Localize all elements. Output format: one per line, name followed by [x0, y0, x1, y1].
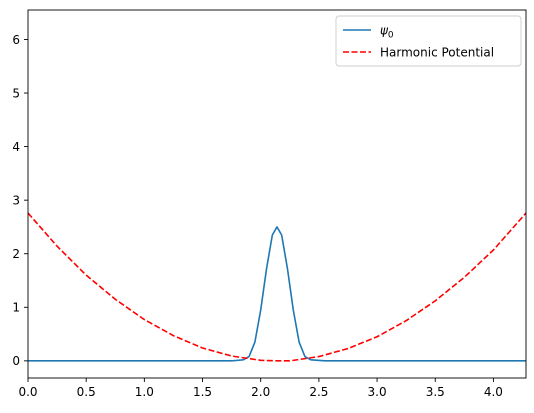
legend: ψ0 Harmonic Potential	[335, 15, 522, 67]
y-tick-label: 1	[12, 301, 20, 315]
y-tick-label: 4	[12, 140, 20, 154]
legend-label-0: ψ0	[380, 24, 394, 41]
legend-label-1: Harmonic Potential	[380, 46, 494, 60]
y-tick-label: 5	[12, 86, 20, 100]
x-tick-label: 1.5	[193, 385, 212, 399]
legend-box	[335, 15, 522, 67]
x-tick-label: 3.0	[368, 385, 387, 399]
series-line-1	[28, 212, 526, 362]
plot-area	[28, 212, 526, 362]
axes: 0.0 0.5 1.0 1.5 2.0 2.5 3.0 3.5 4.0 0 1 2 3 4 5 6	[12, 9, 527, 399]
y-tick-label: 0	[12, 354, 20, 368]
series-line-0	[28, 226, 526, 362]
x-tick-label: 0.0	[18, 385, 37, 399]
y-tick-label: 3	[12, 193, 20, 207]
x-tick-label: 1.0	[135, 385, 154, 399]
x-tick-label: 3.5	[426, 385, 445, 399]
x-tick-label: 2.0	[251, 385, 270, 399]
x-tick-label: 4.0	[484, 385, 503, 399]
x-tick-label: 2.5	[309, 385, 328, 399]
y-tick-label: 6	[12, 33, 20, 47]
y-tick-label: 2	[12, 247, 20, 261]
x-tick-label: 0.5	[77, 385, 96, 399]
axes-frame	[27, 9, 527, 379]
